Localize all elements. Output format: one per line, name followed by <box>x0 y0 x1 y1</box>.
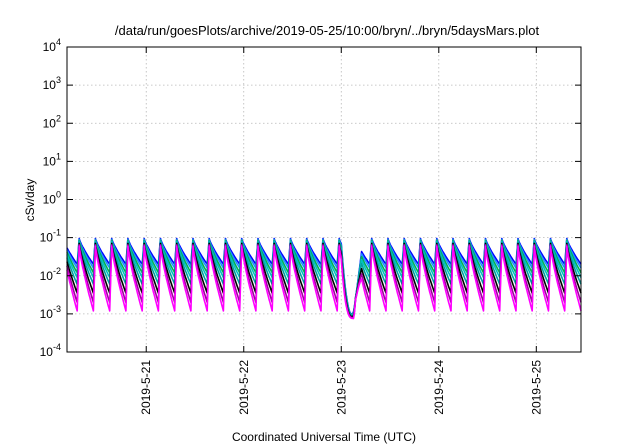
y-tick-base: 10 <box>40 269 54 283</box>
y-tick-label: 10-3 <box>40 304 61 321</box>
y-tick-exponent: 0 <box>56 190 61 200</box>
y-tick-label: 101 <box>43 151 61 168</box>
x-tick-label: 2019-5-24 <box>432 360 446 415</box>
y-tick-exponent: -1 <box>53 228 61 238</box>
y-tick-base: 10 <box>43 40 57 54</box>
x-tick-label: 2019-5-25 <box>529 360 543 415</box>
series-group <box>66 237 582 320</box>
y-tick-exponent: -2 <box>53 266 61 276</box>
y-tick-label: 10-2 <box>40 266 61 283</box>
x-tick-label: 2019-5-21 <box>139 360 153 415</box>
grid <box>67 47 581 352</box>
y-tick-exponent: 2 <box>56 113 61 123</box>
y-tick-label: 104 <box>43 37 61 54</box>
y-tick-label: 10-1 <box>40 228 61 245</box>
y-tick-exponent: -4 <box>53 342 61 352</box>
y-tick-base: 10 <box>43 78 57 92</box>
y-tick-exponent: 3 <box>56 75 61 85</box>
y-tick-label: 10-4 <box>40 342 61 359</box>
y-tick-exponent: -3 <box>53 304 61 314</box>
y-tick-exponent: 4 <box>56 37 61 47</box>
y-tick-label: 103 <box>43 75 61 92</box>
ticks <box>67 46 581 353</box>
x-tick-label: 2019-5-22 <box>237 360 251 415</box>
y-axis-label: cSv/day <box>23 179 37 222</box>
y-tick-exponent: 1 <box>56 151 61 161</box>
y-tick-base: 10 <box>43 193 57 207</box>
x-axis-label: Coordinated Universal Time (UTC) <box>232 430 416 444</box>
chart-title: /data/run/goesPlots/archive/2019-05-25/1… <box>115 23 540 38</box>
y-tick-base: 10 <box>40 231 54 245</box>
y-tick-label: 100 <box>43 190 61 207</box>
y-tick-label: 102 <box>43 113 61 130</box>
y-tick-base: 10 <box>43 116 57 130</box>
x-tick-label: 2019-5-23 <box>334 360 348 415</box>
y-tick-base: 10 <box>43 154 57 168</box>
series-line-1 <box>66 245 582 320</box>
y-tick-base: 10 <box>40 345 54 359</box>
x-tick-labels: 2019-5-21 2019-5-22 2019-5-23 2019-5-24 2019… <box>139 360 543 415</box>
y-tick-base: 10 <box>40 307 54 321</box>
